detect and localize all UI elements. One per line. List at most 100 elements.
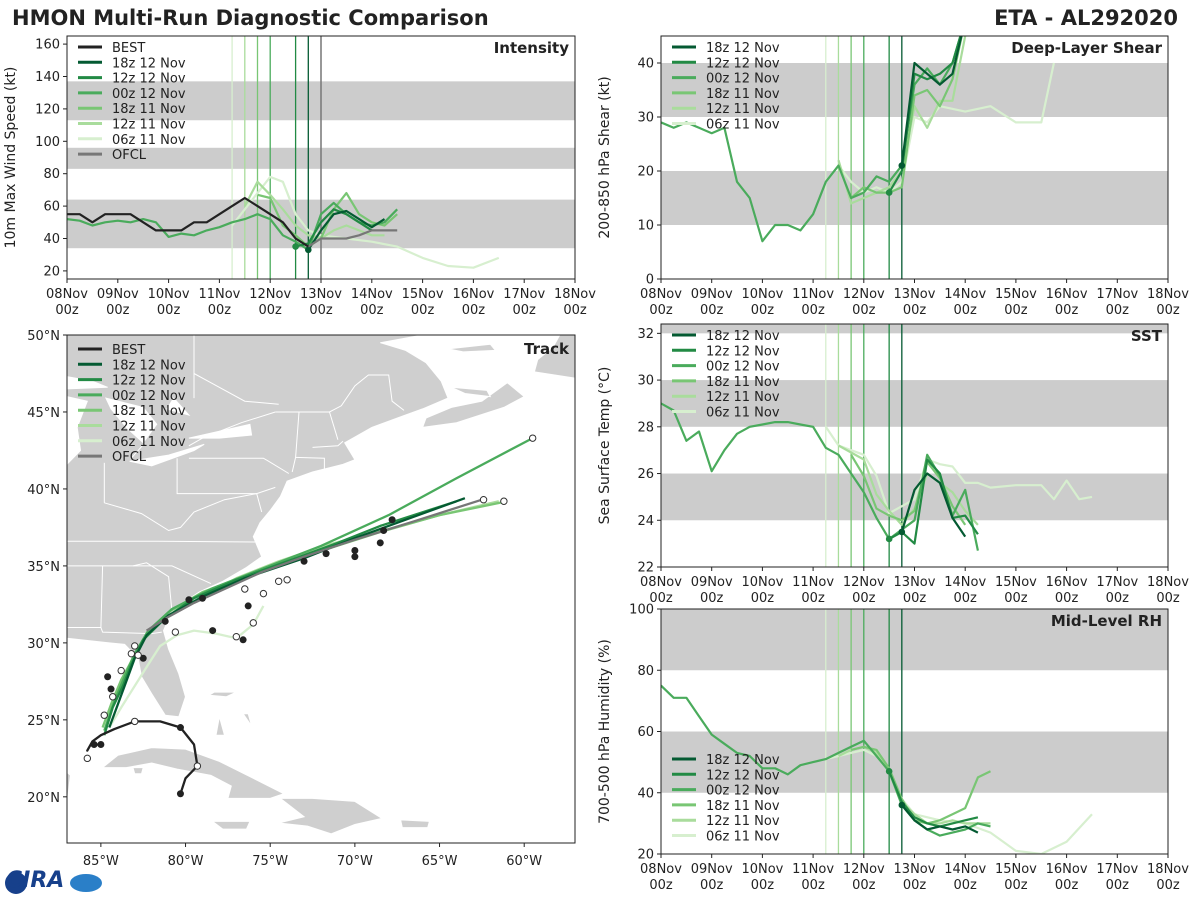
- track-marker-closed: [322, 550, 330, 558]
- land-jamaica: [211, 820, 251, 830]
- y-tick-label: 35°N: [27, 560, 60, 575]
- legend-entry: 00z 12 Nov: [112, 389, 186, 404]
- y-axis-label: Sea Surface Temp (°C): [597, 367, 613, 525]
- x-tick-day-label: 14Nov: [944, 287, 986, 302]
- map-frame: [66, 334, 576, 844]
- lake-huron: [104, 397, 158, 444]
- y-tick-label: 24: [637, 514, 654, 529]
- panel-mid-level-rh: 2040608010008Nov00z09Nov00z10Nov00z11Nov…: [597, 603, 1189, 894]
- y-tick-label: 120: [35, 102, 60, 117]
- panel-title: Track: [524, 340, 570, 358]
- series-line: [900, 804, 979, 834]
- state-border: [100, 627, 162, 635]
- state-border: [104, 493, 263, 532]
- legend-entry: 12z 12 Nov: [112, 72, 186, 87]
- track-marker-open: [274, 577, 283, 586]
- track-marker-closed: [107, 685, 115, 693]
- state-border: [132, 562, 173, 613]
- state-border: [67, 540, 256, 543]
- track-marker-open: [131, 717, 139, 726]
- series-line: [307, 229, 398, 248]
- x-tick-day-label: 18Nov: [1147, 862, 1189, 877]
- x-tick-hour-label: 00z: [801, 591, 825, 606]
- x-tick-hour-label: 00z: [1055, 303, 1079, 318]
- x-tick-hour-label: 00z: [649, 303, 673, 318]
- legend-entry: 06z 11 Nov: [706, 406, 780, 421]
- track-marker-open: [127, 649, 136, 658]
- track-marker-open: [171, 628, 180, 636]
- y-tick-label: 80: [637, 664, 654, 679]
- legend-entry: 12z 11 Nov: [112, 118, 186, 133]
- x-tick-hour-label: 00z: [55, 303, 79, 318]
- track-line: [145, 498, 483, 632]
- track-marker-open: [134, 651, 142, 659]
- state-border: [312, 440, 344, 448]
- panel-title: SST: [1131, 327, 1163, 345]
- panel-title: Mid-Level RH: [1051, 612, 1162, 630]
- track-marker-closed: [351, 553, 359, 561]
- track-marker-open: [193, 762, 202, 770]
- x-tick-day-label: 11Nov: [792, 575, 834, 590]
- x-tick-hour-label: 00z: [700, 591, 724, 606]
- x-tick-label: 70°W: [337, 854, 373, 869]
- x-tick-hour-label: 00z: [1004, 878, 1028, 893]
- cira-logo: CIRA: [6, 868, 64, 893]
- x-tick-hour-label: 00z: [852, 878, 876, 893]
- series-start-marker: [898, 162, 906, 169]
- province-border: [447, 380, 457, 399]
- track-marker-closed: [300, 557, 308, 565]
- series-line: [824, 62, 1055, 194]
- x-tick-day-label: 13Nov: [894, 575, 936, 590]
- x-tick-day-label: 16Nov: [1046, 287, 1088, 302]
- legend-entry: 18z 12 Nov: [112, 358, 186, 373]
- legend-entry: 18z 11 Nov: [706, 87, 780, 102]
- y-tick-label: 80: [43, 167, 60, 182]
- land-isla-juventud: [132, 767, 144, 775]
- x-tick-hour-label: 00z: [208, 303, 232, 318]
- x-tick-label: 80°W: [168, 854, 204, 869]
- legend-entry: 12z 11 Nov: [706, 390, 780, 405]
- track-marker-closed: [388, 516, 396, 524]
- x-tick-hour-label: 00z: [1106, 303, 1130, 318]
- state-border: [295, 456, 325, 469]
- y-tick-label: 100: [629, 603, 654, 618]
- x-tick-day-label: 14Nov: [944, 575, 986, 590]
- x-tick-hour-label: 00z: [1156, 303, 1180, 318]
- track-marker-closed: [176, 724, 184, 732]
- x-tick-hour-label: 00z: [309, 303, 333, 318]
- y-tick-label: 40: [43, 232, 60, 247]
- legend-entry: 06z 11 Nov: [112, 435, 186, 450]
- x-tick-day-label: 09Nov: [691, 287, 733, 302]
- track-marker-closed: [176, 790, 184, 798]
- track-marker-open: [131, 642, 139, 650]
- y-tick-label: 26: [637, 467, 654, 482]
- y-tick-label: 40: [637, 57, 654, 72]
- panel-track: Track 20°N 25°N 30°N 35°N 40°N 45°N 50°N 85°W 80°…: [27, 329, 576, 869]
- x-tick-day-label: 09Nov: [691, 862, 733, 877]
- series-line: [661, 402, 979, 551]
- legend-entry: 12z 11 Nov: [112, 420, 186, 435]
- x-tick-hour-label: 00z: [751, 303, 775, 318]
- series-line: [307, 209, 386, 251]
- x-tick-hour-label: 00z: [411, 303, 435, 318]
- y-axis-label: 700-500 hPa Humidity (%): [597, 639, 613, 824]
- y-tick-label: 60: [43, 200, 60, 215]
- x-tick-hour-label: 00z: [903, 303, 927, 318]
- legend-entry: BEST: [112, 343, 145, 358]
- panel-sst: 22242628303208Nov00z09Nov00z10Nov00z11No…: [597, 323, 1189, 606]
- track-marker-closed: [90, 740, 98, 748]
- track-marker-closed: [185, 596, 193, 604]
- x-tick-hour-label: 00z: [903, 591, 927, 606]
- x-tick-hour-label: 00z: [513, 303, 537, 318]
- panel-title: Deep-Layer Shear: [1011, 39, 1162, 57]
- y-tick-label: 50°N: [27, 329, 60, 344]
- x-tick-day-label: 08Nov: [640, 575, 682, 590]
- track-marker-closed: [244, 602, 252, 610]
- x-tick-day-label: 08Nov: [640, 287, 682, 302]
- x-tick-hour-label: 00z: [801, 303, 825, 318]
- y-tick-label: 32: [637, 327, 654, 342]
- series-start-marker: [885, 189, 893, 196]
- x-tick-day-label: 10Nov: [148, 287, 190, 302]
- series-start-marker: [898, 528, 906, 536]
